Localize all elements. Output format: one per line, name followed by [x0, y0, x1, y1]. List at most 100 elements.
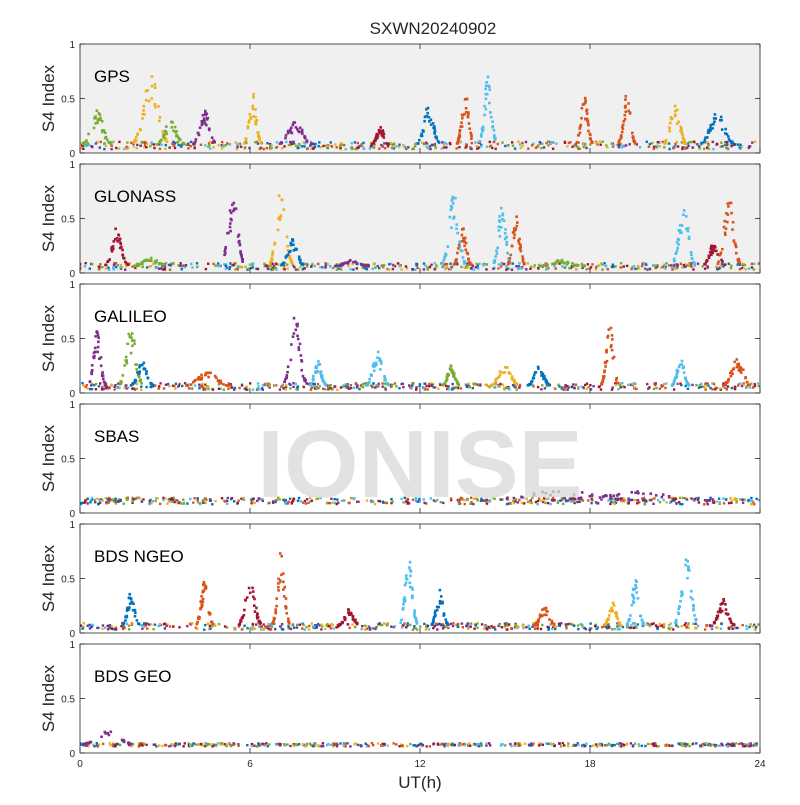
data-point	[344, 384, 348, 387]
data-point	[670, 626, 673, 630]
data-point	[616, 497, 620, 501]
data-point	[131, 265, 134, 268]
data-point	[520, 501, 524, 505]
data-point	[540, 742, 543, 745]
data-point	[159, 267, 163, 270]
data-point	[164, 147, 167, 150]
data-point	[247, 121, 251, 124]
data-point	[319, 146, 322, 149]
data-point	[395, 743, 398, 746]
data-point	[201, 382, 204, 386]
data-point	[208, 613, 212, 616]
data-point	[418, 500, 421, 503]
data-point	[160, 143, 163, 146]
data-point	[287, 143, 291, 147]
data-point	[274, 608, 277, 611]
data-point	[726, 213, 730, 216]
data-point	[717, 260, 720, 263]
data-point	[270, 144, 273, 147]
data-point	[464, 265, 468, 268]
data-point	[236, 265, 240, 268]
data-point	[136, 143, 139, 147]
data-point	[225, 744, 228, 748]
data-point	[196, 131, 200, 135]
data-point	[157, 624, 160, 628]
data-point	[485, 92, 489, 96]
data-point	[401, 744, 404, 747]
data-point	[512, 499, 515, 503]
data-point	[733, 360, 736, 364]
data-point	[572, 386, 576, 389]
data-point	[739, 382, 742, 385]
data-point	[536, 365, 540, 369]
data-point	[204, 111, 207, 114]
data-point	[616, 628, 619, 631]
data-point	[471, 264, 474, 268]
data-point	[634, 498, 637, 502]
data-point	[748, 743, 751, 746]
data-point	[101, 624, 105, 627]
data-point	[684, 147, 687, 150]
data-point	[139, 379, 142, 382]
data-point	[375, 134, 378, 138]
data-point	[98, 501, 102, 504]
data-point	[493, 138, 497, 142]
data-point	[304, 745, 307, 748]
data-point	[452, 622, 455, 625]
data-point	[676, 267, 679, 270]
data-point	[686, 382, 690, 386]
data-point	[350, 497, 354, 500]
data-point	[556, 501, 559, 504]
data-point	[173, 500, 176, 504]
data-point	[321, 266, 324, 269]
data-point	[509, 742, 512, 746]
data-point	[536, 624, 539, 627]
data-point	[357, 500, 360, 503]
data-point	[730, 499, 733, 502]
data-point	[332, 627, 335, 630]
data-point	[654, 266, 657, 270]
data-point	[724, 140, 727, 144]
data-point	[149, 264, 153, 268]
data-point	[136, 622, 140, 625]
data-point	[555, 142, 558, 145]
data-point	[142, 104, 146, 108]
data-point	[457, 500, 460, 503]
data-point	[97, 336, 100, 340]
data-point	[465, 384, 468, 387]
data-point	[411, 588, 414, 591]
data-point	[602, 377, 605, 380]
data-point	[360, 143, 363, 146]
data-point	[117, 382, 120, 385]
data-point	[110, 247, 113, 251]
data-point	[123, 386, 126, 390]
data-point	[171, 262, 174, 266]
data-point	[613, 743, 616, 747]
data-point	[610, 348, 614, 352]
data-point	[733, 143, 736, 146]
data-point	[520, 495, 523, 499]
data-point	[695, 496, 698, 500]
data-point	[242, 496, 245, 500]
data-point	[166, 382, 170, 386]
data-point	[94, 122, 97, 125]
data-point	[281, 383, 284, 387]
data-point	[632, 600, 635, 603]
data-point	[715, 500, 718, 503]
data-point	[412, 744, 415, 747]
data-point	[267, 627, 270, 630]
data-point	[438, 602, 442, 605]
data-point	[607, 499, 610, 502]
data-point	[433, 127, 436, 130]
data-point	[706, 382, 709, 386]
data-point	[261, 497, 264, 501]
data-point	[411, 594, 414, 598]
data-point	[126, 342, 129, 346]
data-point	[277, 194, 281, 198]
data-point	[594, 743, 598, 746]
data-point	[757, 623, 760, 626]
data-point	[317, 262, 320, 266]
data-point	[539, 627, 543, 631]
data-point	[626, 622, 629, 625]
